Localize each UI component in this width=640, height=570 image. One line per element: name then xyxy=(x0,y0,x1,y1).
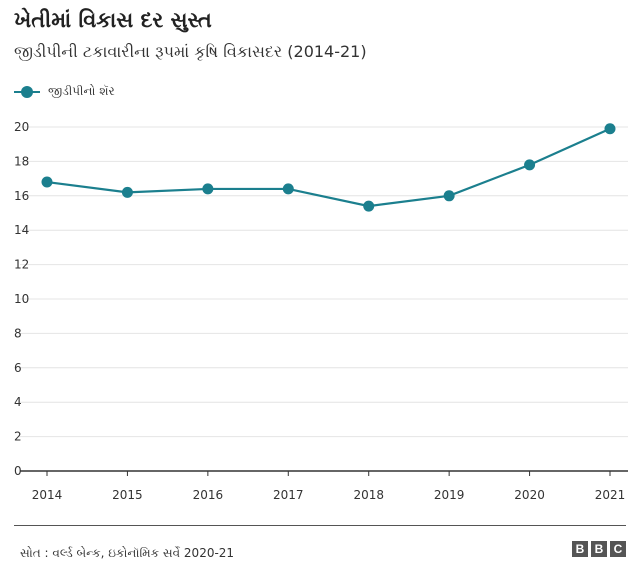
y-tick-label: 2 xyxy=(14,430,22,444)
legend-label: જીડીપીનો શૅર xyxy=(48,84,115,98)
line-chart: 0 2 4 6 8 10 12 14 16 18 20 2014 2015 2016 2017 2018 201… xyxy=(14,120,628,502)
chart-title: ખેતીમાં વિકાસ દર સુસ્ત xyxy=(14,8,212,32)
x-tick-label: 2021 xyxy=(595,488,626,502)
data-point xyxy=(121,186,133,198)
data-point xyxy=(443,190,455,202)
y-tick-label: 10 xyxy=(14,292,29,306)
y-tick-label: 14 xyxy=(14,223,29,237)
bbc-logo-letter-2: B xyxy=(591,541,607,557)
data-point xyxy=(41,176,53,188)
data-point xyxy=(363,200,375,212)
y-tick-label: 18 xyxy=(14,154,29,168)
x-tick-label: 2016 xyxy=(193,488,224,502)
x-tick-label: 2018 xyxy=(353,488,384,502)
y-tick-label: 6 xyxy=(14,361,22,375)
bbc-logo-letter-3: C xyxy=(610,541,626,557)
bbc-logo: B B C xyxy=(572,541,626,557)
x-tick-label: 2015 xyxy=(112,488,143,502)
source-note: સોત : વર્લ્ડ બેન્ક, ઇકોનૉમિક સર્વે 2020-… xyxy=(20,546,235,560)
y-tick-label: 4 xyxy=(14,395,22,409)
chart-subtitle: જીડીપીની ટકાવારીના રૂપમાં કૃષિ વિકાસદર (… xyxy=(14,42,367,61)
y-tick-label: 12 xyxy=(14,258,29,272)
data-point xyxy=(202,183,214,195)
x-tick-label: 2014 xyxy=(32,488,63,502)
y-tick-label: 16 xyxy=(14,189,29,203)
footer-divider xyxy=(14,525,626,526)
data-point xyxy=(604,123,616,135)
data-point xyxy=(524,159,536,171)
legend-marker-icon xyxy=(14,85,40,98)
x-tick-label: 2020 xyxy=(514,488,545,502)
y-tick-label: 0 xyxy=(14,464,22,478)
y-tick-label: 8 xyxy=(14,326,22,340)
bbc-logo-letter-1: B xyxy=(572,541,588,557)
x-tick-label: 2017 xyxy=(273,488,304,502)
series-line xyxy=(46,127,611,208)
legend: જીડીપીનો શૅર xyxy=(14,84,115,99)
y-tick-label: 20 xyxy=(14,120,29,134)
data-point xyxy=(282,183,294,195)
x-tick-label: 2019 xyxy=(434,488,465,502)
